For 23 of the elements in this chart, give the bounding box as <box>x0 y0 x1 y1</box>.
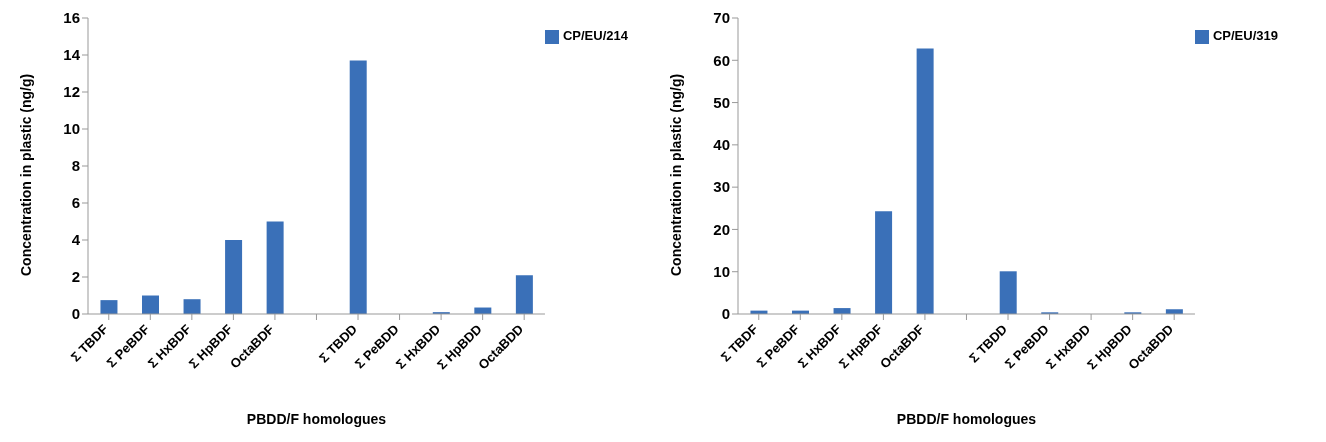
y-tick-label: 60 <box>713 51 730 69</box>
y-tick-label: 6 <box>71 194 80 212</box>
y-tick-label: 2 <box>71 268 80 286</box>
y-tick-label: 0 <box>721 305 730 323</box>
y-tick-label: 30 <box>713 178 730 196</box>
y-axis-title: Concentration in plastic (ng/g) <box>667 73 684 276</box>
y-tick-label: 20 <box>713 220 730 238</box>
y-tick-label: 10 <box>63 120 80 138</box>
y-tick-label: 16 <box>63 9 80 27</box>
y-tick-label: 14 <box>63 46 81 64</box>
y-tick-label: 10 <box>713 263 730 281</box>
legend-label: CP/EU/214 <box>562 28 628 43</box>
x-axis-title: PBDD/F homologues <box>896 411 1037 427</box>
legend-label: CP/EU/319 <box>1212 28 1278 43</box>
y-axis-title: Concentration in plastic (ng/g) <box>17 73 34 276</box>
y-tick-label: 40 <box>713 136 730 154</box>
y-tick-label: 12 <box>63 83 80 101</box>
y-tick-label: 0 <box>71 305 80 323</box>
y-tick-label: 50 <box>713 93 730 111</box>
y-tick-label: 4 <box>71 231 81 249</box>
y-tick-label: 70 <box>713 9 730 27</box>
y-tick-label: 8 <box>71 157 80 175</box>
x-axis-title: PBDD/F homologues <box>246 411 387 427</box>
